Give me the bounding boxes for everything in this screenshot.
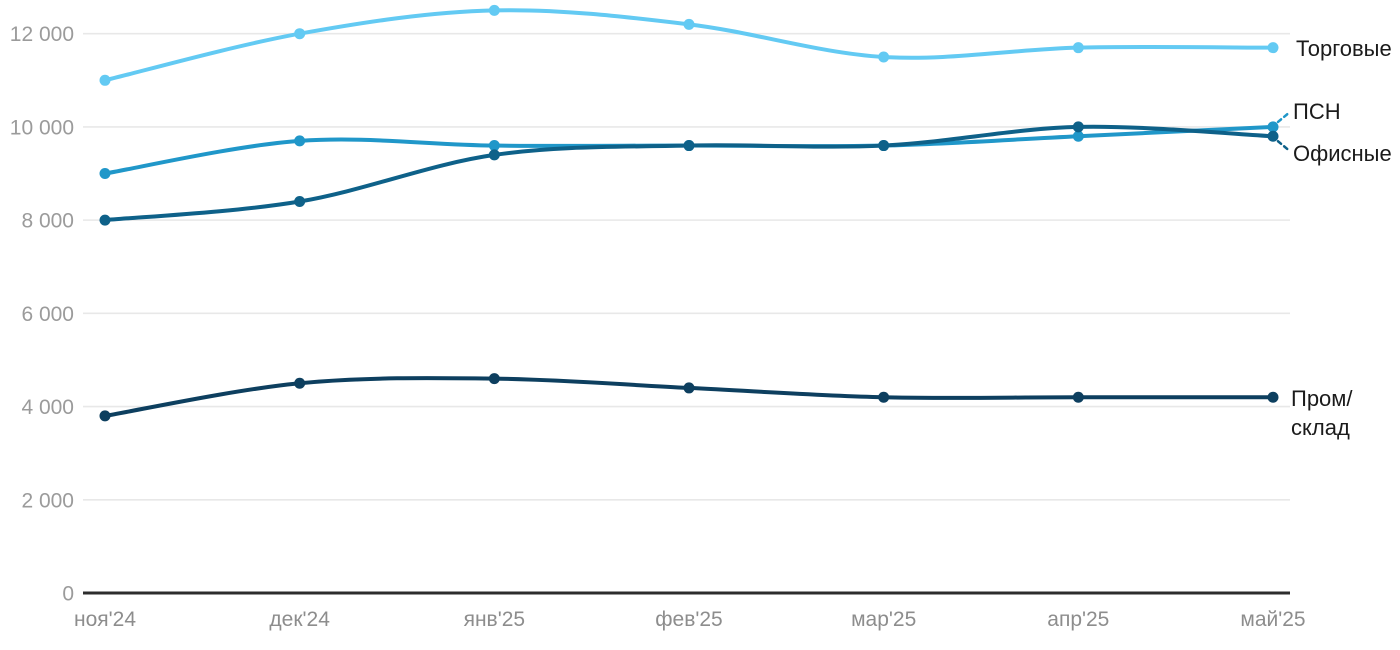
series-point bbox=[294, 195, 306, 207]
y-axis-tick-label: 6 000 bbox=[21, 303, 74, 326]
leader-line-up bbox=[1276, 110, 1292, 124]
x-axis-tick-label: ноя'24 bbox=[74, 608, 136, 631]
series-point bbox=[1072, 42, 1084, 54]
series-point bbox=[683, 382, 695, 394]
series-point bbox=[294, 377, 306, 389]
series-point bbox=[294, 135, 306, 147]
series-point bbox=[683, 140, 695, 152]
x-axis-tick-label: мар'25 bbox=[851, 608, 916, 631]
x-axis-tick-label: дек'24 bbox=[269, 608, 330, 631]
leader-line-down bbox=[1276, 139, 1292, 153]
x-axis-tick-label: апр'25 bbox=[1047, 608, 1109, 631]
series-point bbox=[1267, 121, 1279, 133]
series-point bbox=[1072, 391, 1084, 403]
series-end-label-torgovye: Торговые bbox=[1296, 36, 1392, 61]
series-point bbox=[488, 140, 500, 152]
series-end-label-prom-sklad: Пром/склад bbox=[1291, 386, 1353, 440]
series-point bbox=[488, 4, 500, 16]
x-axis-tick-label: янв'25 bbox=[464, 608, 526, 631]
series-point bbox=[99, 214, 111, 226]
series-point bbox=[99, 168, 111, 180]
series-point bbox=[878, 391, 890, 403]
series-end-label-psn: ПСН bbox=[1293, 99, 1341, 124]
series-end-label-ofisnye: Офисные bbox=[1293, 141, 1392, 166]
y-axis-tick-label: 12 000 bbox=[10, 23, 74, 46]
series-point bbox=[99, 410, 111, 422]
series-point bbox=[1267, 42, 1279, 54]
x-axis-tick-label: май'25 bbox=[1240, 608, 1305, 631]
series-point bbox=[1267, 130, 1279, 142]
series-point bbox=[878, 140, 890, 152]
y-axis-tick-label: 10 000 bbox=[10, 116, 74, 139]
series-point bbox=[1072, 121, 1084, 133]
series-point bbox=[488, 149, 500, 161]
y-axis-tick-label: 2 000 bbox=[21, 489, 74, 512]
series-point bbox=[1267, 391, 1279, 403]
series-point bbox=[488, 373, 500, 385]
series-point bbox=[99, 74, 111, 86]
series-point bbox=[683, 18, 695, 30]
series-point bbox=[878, 51, 890, 63]
x-axis-tick-label: фев'25 bbox=[655, 608, 722, 631]
y-axis-tick-label: 0 bbox=[62, 583, 74, 606]
y-axis-tick-label: 8 000 bbox=[21, 210, 74, 233]
series-point bbox=[1072, 130, 1084, 142]
y-axis-tick-label: 4 000 bbox=[21, 396, 74, 419]
series-point bbox=[294, 28, 306, 40]
